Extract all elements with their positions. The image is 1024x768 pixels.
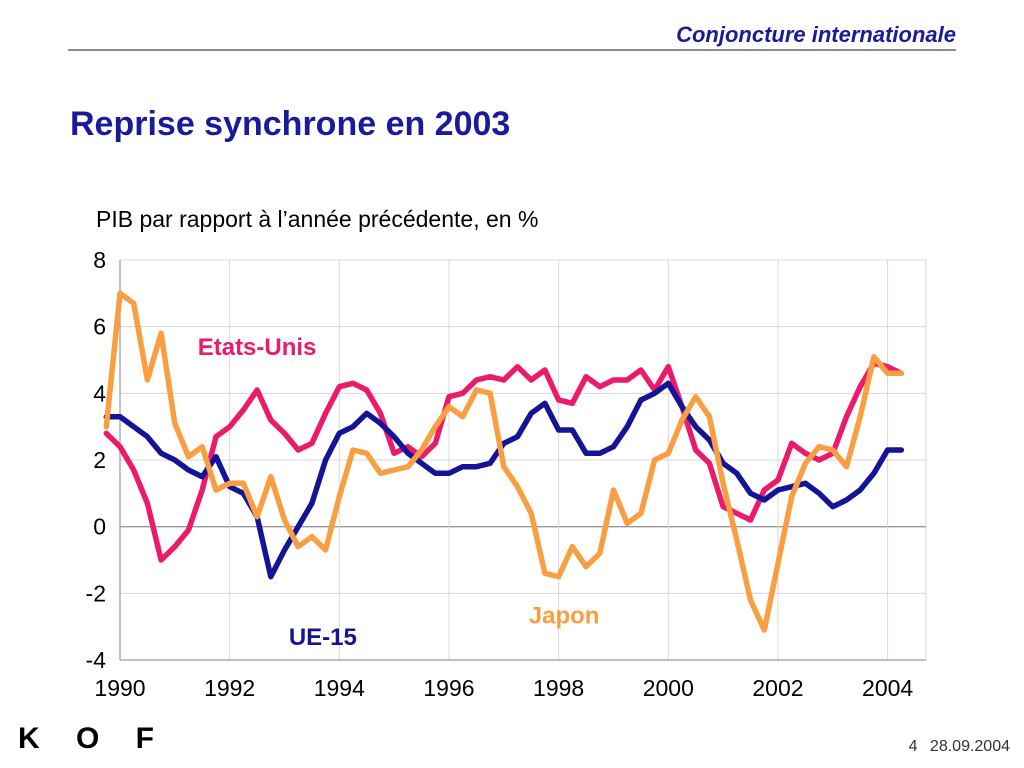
gdp-line-chart: -4 -2 0 2 4 6 8 1990 1992 1994 1996 1998 2000 2002 200… [86,247,927,701]
y-tick-label: 6 [93,314,106,340]
page-number: 4 [908,738,918,755]
y-tick-label: 0 [93,514,106,540]
slide-title: Reprise synchrone en 2003 [70,105,511,143]
y-tick-label: 4 [93,380,106,406]
y-tick-label: 8 [93,247,106,273]
x-tick-label: 1990 [94,675,145,701]
chart-title: PIB par rapport à l’année précédente, en… [96,206,539,232]
y-tick-label: -2 [86,580,106,606]
header-divider [68,49,956,51]
x-tick-label: 1998 [533,675,584,701]
y-tick-label: -4 [86,647,107,673]
series-label-japon: Japon [529,602,600,629]
x-tick-label: 2000 [643,675,694,701]
header-title: Conjoncture internationale [676,22,956,47]
y-tick-label: 2 [93,447,106,473]
x-tick-label: 1996 [423,675,474,701]
x-tick-label: 2004 [862,675,913,701]
kof-logo: K O F [18,722,168,755]
series-label-ue-15: UE-15 [289,624,357,651]
series-line-etats-unis [103,360,905,563]
x-tick-label: 1994 [314,675,365,701]
series-label-etats-unis: Etats-Unis [198,334,317,361]
series-line-ue-15 [103,380,905,580]
series-line-japon [103,290,905,633]
x-tick-label: 1992 [204,675,255,701]
footer-date: 28.09.2004 [929,738,1010,755]
footer: 4 28.09.2004 [901,738,1010,756]
x-tick-label: 2002 [752,675,803,701]
